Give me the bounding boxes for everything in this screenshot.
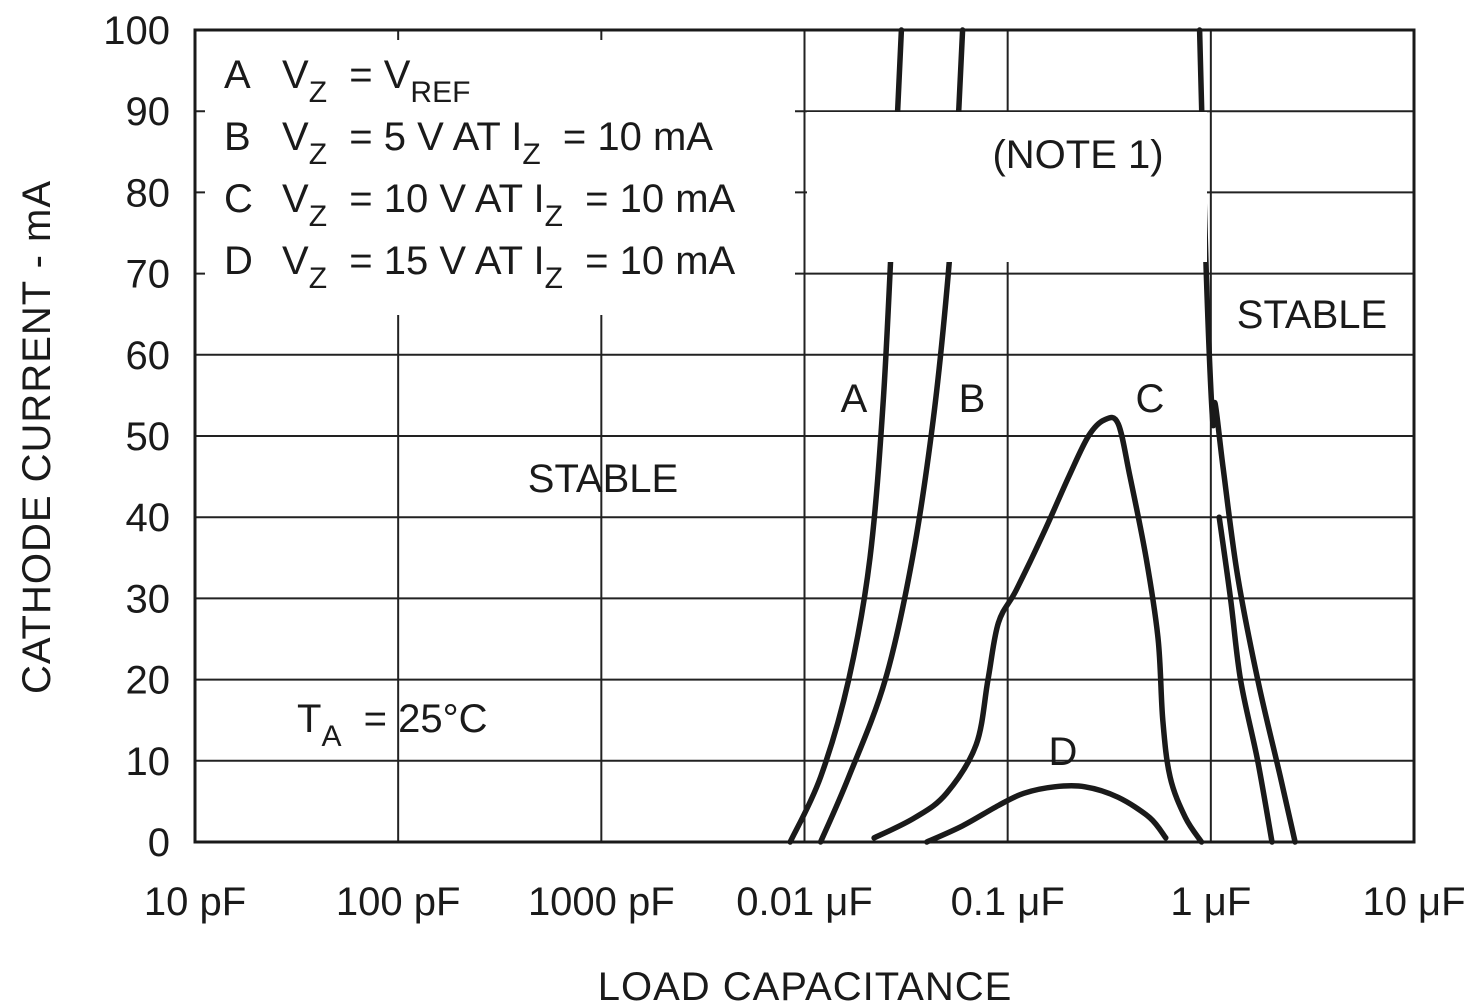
x-axis-title: LOAD CAPACITANCE	[598, 965, 1013, 1006]
curve-d	[924, 782, 1169, 845]
legend-key-a: A	[224, 53, 251, 97]
plot-frame	[193, 28, 1416, 844]
x-tick-label: 100 pF	[336, 880, 461, 924]
x-tick-label: 10 pF	[144, 880, 246, 924]
x-tick-label: 0.1 μF	[951, 880, 1065, 924]
curve-label-a: A	[841, 377, 868, 421]
legend-text-b: VZ = 5 V AT IZ = 10 mA	[282, 115, 713, 171]
y-tick-label: 80	[126, 171, 171, 215]
y-tick-label: 30	[126, 577, 171, 621]
curve-label-d: D	[1049, 730, 1078, 774]
legend-key-c: C	[224, 177, 253, 221]
x-tick-label: 1000 pF	[528, 880, 675, 924]
y-axis-title: CATHODE CURRENT - mA	[15, 180, 59, 694]
temperature-label: TA = 25°C	[297, 697, 488, 753]
y-tick-label: 0	[148, 821, 170, 865]
plot-border	[193, 28, 1416, 844]
note-background	[807, 112, 1207, 262]
y-tick-label: 20	[126, 659, 171, 703]
curve-label-b: B	[959, 377, 986, 421]
note-label: (NOTE 1)	[992, 133, 1163, 177]
legend-text-a: VZ = VREF	[282, 53, 482, 109]
legend: A VZ = VREF B VZ = 5 V AT IZ = 10 mA C VZ = …	[224, 53, 736, 295]
curve-label-c: C	[1136, 377, 1165, 421]
curve-c	[871, 414, 1205, 845]
y-tick-label: 100	[103, 9, 170, 53]
legend-key-d: D	[224, 239, 253, 283]
x-tick-label: 1 μF	[1170, 880, 1251, 924]
y-tick-label: 40	[126, 496, 171, 540]
legend-key-b: B	[224, 115, 251, 159]
legend-text-d: VZ = 15 V AT IZ = 10 mA	[282, 239, 736, 295]
axis-tick-labels: 10 pF 100 pF 1000 pF 0.01 μF 0.1 μF 1 μF 10 μF…	[103, 9, 1465, 924]
curve-b-right	[1216, 514, 1275, 845]
y-tick-label: 60	[126, 334, 171, 378]
y-tick-label: 90	[126, 90, 171, 134]
legend-text-c: VZ = 10 V AT IZ = 10 mA	[282, 177, 736, 233]
x-tick-label: 10 μF	[1362, 880, 1465, 924]
stable-label-left: STABLE	[528, 457, 678, 501]
legend-background	[205, 40, 795, 315]
curve-a-right	[1196, 27, 1298, 845]
y-tick-label: 50	[126, 415, 171, 459]
y-tick-label: 10	[126, 740, 171, 784]
x-tick-label: 0.01 μF	[736, 880, 872, 924]
stable-label-right: STABLE	[1237, 293, 1387, 337]
y-tick-label: 70	[126, 253, 171, 297]
